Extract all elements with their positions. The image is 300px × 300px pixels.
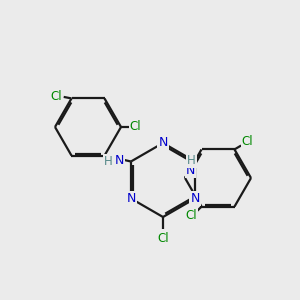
- Text: Cl: Cl: [130, 121, 141, 134]
- Text: N: N: [186, 164, 195, 177]
- Text: Cl: Cl: [50, 90, 62, 104]
- Text: N: N: [126, 192, 136, 205]
- Text: N: N: [190, 192, 200, 205]
- Text: Cl: Cl: [185, 209, 197, 222]
- Text: N: N: [115, 154, 124, 166]
- Text: H: H: [104, 155, 113, 168]
- Text: N: N: [158, 136, 168, 149]
- Text: Cl: Cl: [157, 232, 169, 244]
- Text: Cl: Cl: [242, 135, 253, 148]
- Text: H: H: [187, 154, 196, 167]
